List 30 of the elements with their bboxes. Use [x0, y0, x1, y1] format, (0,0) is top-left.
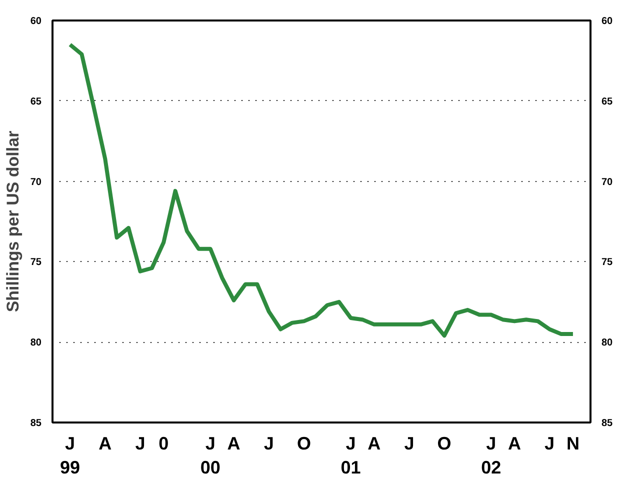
x-tick-label: J 02	[481, 434, 502, 478]
y2-tick-label: 80	[602, 338, 614, 349]
y-tick-label: 80	[30, 338, 42, 349]
y2-tick-label: 65	[602, 96, 614, 108]
y-tick-label: 65	[30, 96, 42, 108]
x-tick-label: A	[368, 434, 381, 454]
x-tick-label: A	[508, 434, 521, 454]
x-tick-label: O	[296, 434, 311, 454]
x-tick-label: A	[98, 434, 112, 454]
y2-tick-label: 85	[602, 418, 614, 429]
x-tick-label: J	[544, 434, 555, 454]
line-series	[68, 42, 575, 338]
y-tick-label: 75	[30, 257, 42, 268]
x-tick-label: J	[404, 434, 414, 454]
x-tick-label: J 01	[340, 434, 361, 478]
y2-tick-label: 60	[602, 16, 614, 27]
x-tick-label: J	[135, 434, 146, 454]
x-tick-label: 0	[158, 434, 169, 454]
x-tick-label: A	[227, 434, 240, 454]
y-tick-label: 70	[30, 176, 42, 188]
x-tick-label: J	[264, 434, 274, 454]
x-tick-label: J 00	[200, 434, 220, 478]
y2-tick-label: 75	[602, 257, 614, 268]
x-tick-label: O	[437, 434, 452, 454]
y-tick-label: 60	[30, 16, 42, 27]
y-tick-label: 85	[30, 418, 42, 429]
x-tick-label: J 99	[60, 434, 80, 478]
y-axis-title: Shillings per US dollar	[3, 130, 22, 312]
x-tick-label: N	[566, 434, 580, 454]
y2-tick-label: 70	[602, 176, 614, 188]
